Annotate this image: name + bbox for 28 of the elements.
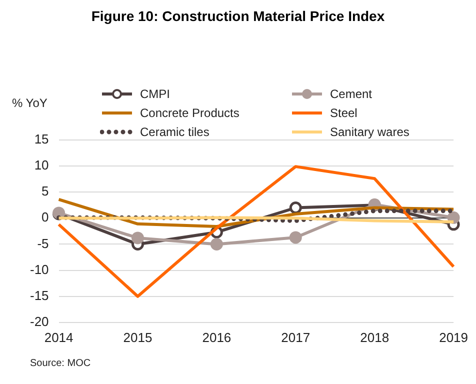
legend-label: Steel	[330, 106, 358, 120]
point	[131, 232, 144, 244]
y-tick-label: 0	[42, 210, 49, 225]
legend-label: Ceramic tiles	[140, 125, 210, 139]
y-tick-label: 5	[42, 184, 49, 199]
x-tick-label: 2018	[360, 330, 390, 345]
legend-label: Sanitary wares	[330, 125, 410, 139]
point	[210, 238, 223, 250]
chart-title: Figure 10: Construction Material Price Index	[90, 8, 386, 24]
point	[289, 202, 302, 214]
y-tick-label: -5	[37, 236, 49, 251]
point	[447, 211, 460, 224]
source-note: Source: MOC	[30, 358, 91, 369]
point	[289, 231, 302, 244]
x-tick-label: 2015	[123, 330, 152, 345]
y-tick-label: -20	[30, 314, 49, 329]
x-tick-label: 2014	[44, 330, 74, 345]
x-tick-label: 2017	[281, 330, 310, 345]
x-tick-label: 2016	[202, 330, 232, 345]
y-tick-label: -10	[30, 262, 49, 277]
legend-label: Cement	[330, 87, 372, 101]
y-tick-label: 15	[34, 132, 49, 147]
x-tick-label: 2019	[439, 330, 468, 345]
y-tick-label: 10	[34, 158, 49, 173]
legend-label: Concrete Products	[140, 106, 240, 120]
y-tick-label: -15	[30, 288, 49, 303]
legend-label: CMPI	[140, 87, 170, 101]
y-axis-title: % YoY	[12, 96, 48, 110]
